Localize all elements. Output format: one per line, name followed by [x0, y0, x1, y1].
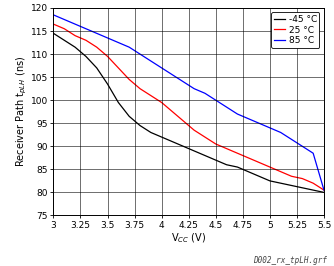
Line: 25 °C: 25 °C [53, 24, 324, 190]
25 °C [235, 152, 239, 155]
25 °C [214, 142, 218, 146]
-45 °C [192, 149, 196, 152]
85 °C [322, 189, 326, 192]
Text: D002_rx_tpLH.grf: D002_rx_tpLH.grf [253, 256, 327, 265]
25 °C [224, 147, 228, 150]
85 °C [62, 18, 66, 21]
-45 °C [290, 184, 294, 187]
25 °C [279, 170, 283, 173]
25 °C [311, 182, 315, 185]
-45 °C [51, 32, 55, 35]
25 °C [138, 87, 142, 90]
85 °C [51, 13, 55, 16]
Line: -45 °C: -45 °C [53, 33, 324, 192]
-45 °C [322, 191, 326, 194]
85 °C [311, 152, 315, 155]
85 °C [214, 99, 218, 102]
85 °C [181, 80, 185, 83]
25 °C [181, 119, 185, 123]
-45 °C [149, 131, 153, 134]
-45 °C [181, 145, 185, 148]
-45 °C [300, 186, 304, 189]
-45 °C [84, 55, 88, 58]
25 °C [149, 94, 153, 97]
-45 °C [268, 179, 272, 182]
25 °C [322, 189, 326, 192]
85 °C [160, 66, 164, 69]
85 °C [235, 113, 239, 116]
-45 °C [95, 66, 99, 69]
85 °C [127, 45, 131, 49]
25 °C [290, 175, 294, 178]
25 °C [116, 66, 120, 69]
25 °C [127, 78, 131, 81]
-45 °C [160, 135, 164, 139]
85 °C [138, 52, 142, 56]
25 °C [257, 161, 261, 164]
-45 °C [246, 170, 250, 173]
-45 °C [224, 163, 228, 166]
-45 °C [214, 159, 218, 162]
25 °C [106, 55, 110, 58]
85 °C [268, 126, 272, 130]
85 °C [106, 36, 110, 40]
25 °C [300, 177, 304, 180]
85 °C [257, 122, 261, 125]
85 °C [224, 106, 228, 109]
-45 °C [127, 115, 131, 118]
85 °C [149, 59, 153, 63]
-45 °C [257, 175, 261, 178]
85 °C [170, 73, 174, 76]
85 °C [192, 87, 196, 90]
-45 °C [116, 101, 120, 104]
-45 °C [138, 124, 142, 127]
85 °C [95, 32, 99, 35]
85 °C [300, 145, 304, 148]
25 °C [268, 165, 272, 169]
-45 °C [279, 182, 283, 185]
-45 °C [170, 140, 174, 143]
25 °C [51, 23, 55, 26]
25 °C [62, 27, 66, 30]
25 °C [73, 34, 77, 37]
-45 °C [73, 45, 77, 49]
85 °C [73, 23, 77, 26]
85 °C [290, 138, 294, 141]
85 °C [203, 92, 207, 95]
25 °C [203, 135, 207, 139]
85 °C [116, 41, 120, 44]
-45 °C [235, 165, 239, 169]
85 °C [246, 117, 250, 120]
-45 °C [62, 39, 66, 42]
25 °C [170, 110, 174, 113]
25 °C [192, 128, 196, 132]
-45 °C [203, 154, 207, 157]
-45 °C [106, 82, 110, 86]
Line: 85 °C: 85 °C [53, 15, 324, 190]
85 °C [279, 131, 283, 134]
X-axis label: V$_{CC}$ (V): V$_{CC}$ (V) [171, 231, 206, 245]
85 °C [84, 27, 88, 30]
25 °C [160, 101, 164, 104]
Legend: -45 °C, 25 °C, 85 °C: -45 °C, 25 °C, 85 °C [271, 13, 319, 48]
25 °C [95, 45, 99, 49]
Y-axis label: Receiver Path t$_{pLH}$ (ns): Receiver Path t$_{pLH}$ (ns) [15, 56, 29, 167]
25 °C [84, 39, 88, 42]
-45 °C [311, 189, 315, 192]
25 °C [246, 156, 250, 159]
